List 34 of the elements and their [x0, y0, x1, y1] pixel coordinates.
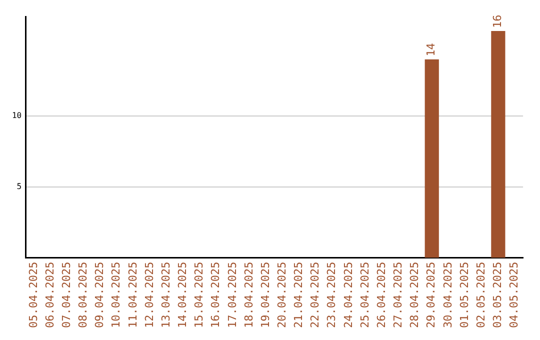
x-tick-label: 15.04.2025 — [192, 262, 206, 328]
x-tick-label: 23.04.2025 — [325, 262, 338, 328]
x-tick-label: 10.04.2025 — [110, 262, 123, 328]
x-tick-label: 26.04.2025 — [374, 262, 388, 328]
x-tick-label: 11.04.2025 — [126, 262, 140, 328]
x-tick-label: 25.04.2025 — [358, 262, 372, 328]
x-tick-label: 12.04.2025 — [142, 262, 156, 328]
x-tick-label: 05.04.2025 — [26, 262, 40, 328]
data-label: 14 — [424, 42, 438, 56]
x-tick-label: 04.05.2025 — [508, 262, 521, 328]
x-tick-label: 01.05.2025 — [458, 262, 471, 328]
x-tick-label: 13.04.2025 — [159, 262, 172, 328]
x-tick-label: 18.04.2025 — [242, 262, 256, 328]
x-tick-label: 17.04.2025 — [226, 262, 239, 328]
y-tick-label: 5 — [16, 182, 22, 191]
x-tick-label: 02.05.2025 — [474, 262, 488, 328]
x-tick-label: 21.04.2025 — [292, 262, 306, 328]
x-tick-label: 16.04.2025 — [209, 262, 222, 328]
x-tick-label: 03.05.2025 — [491, 262, 504, 328]
x-tick-label: 20.04.2025 — [275, 262, 288, 328]
x-tick-label: 09.04.2025 — [93, 262, 106, 328]
x-tick-label: 27.04.2025 — [392, 262, 405, 328]
x-tick-label: 19.04.2025 — [258, 262, 272, 328]
x-tick-label: 06.04.2025 — [43, 262, 56, 328]
x-tick-label: 28.04.2025 — [408, 262, 422, 328]
x-tick-label: 22.04.2025 — [308, 262, 322, 328]
x-tick-label: 30.04.2025 — [441, 262, 454, 328]
x-tick-label: 08.04.2025 — [76, 262, 90, 328]
y-tick-label: 10 — [12, 111, 22, 120]
data-label: 16 — [491, 14, 504, 28]
x-tick-label: 07.04.2025 — [60, 262, 73, 328]
x-tick-label: 29.04.2025 — [424, 262, 438, 328]
x-tick-label: 24.04.2025 — [342, 262, 355, 328]
x-tick-label: 14.04.2025 — [176, 262, 190, 328]
